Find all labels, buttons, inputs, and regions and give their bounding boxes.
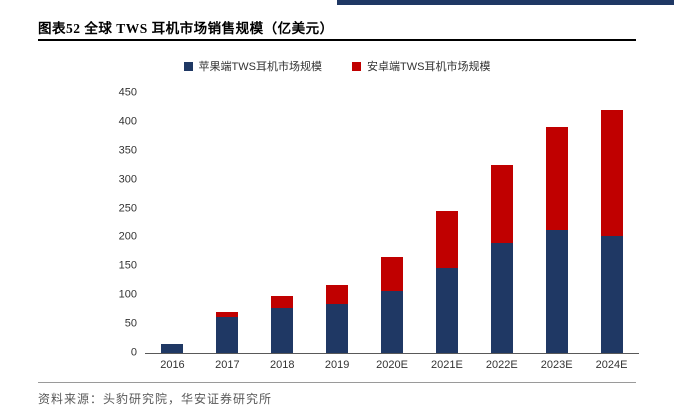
bar-segment	[435, 211, 458, 268]
bar-group-2019	[310, 93, 365, 353]
y-tick-label: 100	[118, 288, 137, 301]
x-tick-label: 2019	[324, 359, 350, 371]
y-tick-label: 0	[130, 346, 137, 359]
bar-group-2016	[145, 93, 200, 353]
bar-group-2020E	[365, 93, 420, 353]
bar-segment	[600, 235, 623, 353]
legend-item: 安卓端TWS耳机市场规模	[352, 58, 490, 74]
y-tick-label: 150	[118, 259, 137, 272]
bar-segment	[381, 291, 403, 353]
source-note: 资料来源：头豹研究院，华安证券研究所	[38, 392, 273, 406]
y-tick-label: 300	[118, 173, 137, 186]
bar-segment	[381, 256, 403, 292]
title-underline	[38, 39, 636, 41]
stacked-bar	[216, 93, 239, 353]
x-tick-label: 2022E	[485, 359, 518, 371]
chart-title: 图表52 全球 TWS 耳机市场销售规模（亿美元）	[38, 21, 334, 36]
y-tick-label: 200	[118, 230, 137, 243]
x-tick-label: 2016	[160, 359, 185, 371]
bar-segment	[545, 126, 568, 230]
x-axis: 2016 2017 2018 2019 2020E 2021E 2022E 2023E 2024…	[145, 359, 639, 371]
x-tick-label: 2021E	[430, 359, 463, 371]
legend-label: 安卓端TWS耳机市场规模	[367, 61, 491, 73]
header-divider-bar	[337, 0, 674, 5]
bar-segment	[161, 344, 184, 353]
stacked-bar	[435, 93, 458, 353]
plot-area: 0 50 100 150 200 250 300 350 400 450	[119, 87, 639, 358]
x-tick-label: 2017	[215, 359, 240, 371]
stacked-bar	[381, 93, 403, 353]
y-tick-label: 400	[118, 115, 137, 128]
bar-segment	[545, 229, 568, 353]
y-tick-label: 250	[118, 202, 137, 215]
bar-group-2017	[200, 93, 255, 353]
legend-swatch-icon	[352, 61, 361, 71]
x-tick-label: 2018	[269, 359, 295, 371]
y-tick-label: 50	[124, 317, 137, 330]
legend-swatch-icon	[183, 61, 193, 71]
x-tick-label: 2020E	[376, 359, 408, 371]
bar-group-2024E	[584, 93, 639, 353]
stacked-bar	[326, 93, 349, 353]
bar-segment	[216, 312, 239, 318]
y-tick-label: 450	[118, 86, 137, 99]
x-tick-label: 2024E	[595, 359, 628, 371]
legend-label: 苹果端TWS耳机市场规模	[198, 61, 322, 73]
stacked-bar	[600, 93, 623, 353]
bar-segment	[435, 267, 458, 353]
bar-segment	[490, 243, 513, 353]
stacked-bar	[161, 93, 184, 353]
stacked-bar	[545, 93, 568, 353]
bar-group-2018	[255, 93, 310, 353]
bar-segment	[216, 317, 239, 353]
plot-wrap: 0 50 100 150 200 250 300 350 400 450 2016 2017 2018…	[119, 87, 639, 371]
chart-legend: 苹果端TWS耳机市场规模 安卓端TWS耳机市场规模	[38, 58, 636, 74]
bar-group-2021E	[419, 93, 474, 353]
bar-segment	[326, 284, 349, 304]
bar-segment	[490, 165, 513, 244]
footer-divider	[38, 382, 636, 383]
legend-item: 苹果端TWS耳机市场规模	[183, 58, 322, 74]
stacked-bar	[271, 93, 294, 353]
bar-group-2022E	[474, 93, 529, 353]
bar-segment	[271, 296, 294, 308]
y-tick-label: 350	[118, 144, 137, 157]
bar-group-2023E	[529, 93, 584, 353]
x-tick-label: 2023E	[540, 359, 573, 371]
bar-segment	[326, 303, 349, 353]
stacked-bar	[490, 93, 513, 353]
bar-segment	[271, 307, 294, 353]
bar-segment	[600, 110, 623, 236]
